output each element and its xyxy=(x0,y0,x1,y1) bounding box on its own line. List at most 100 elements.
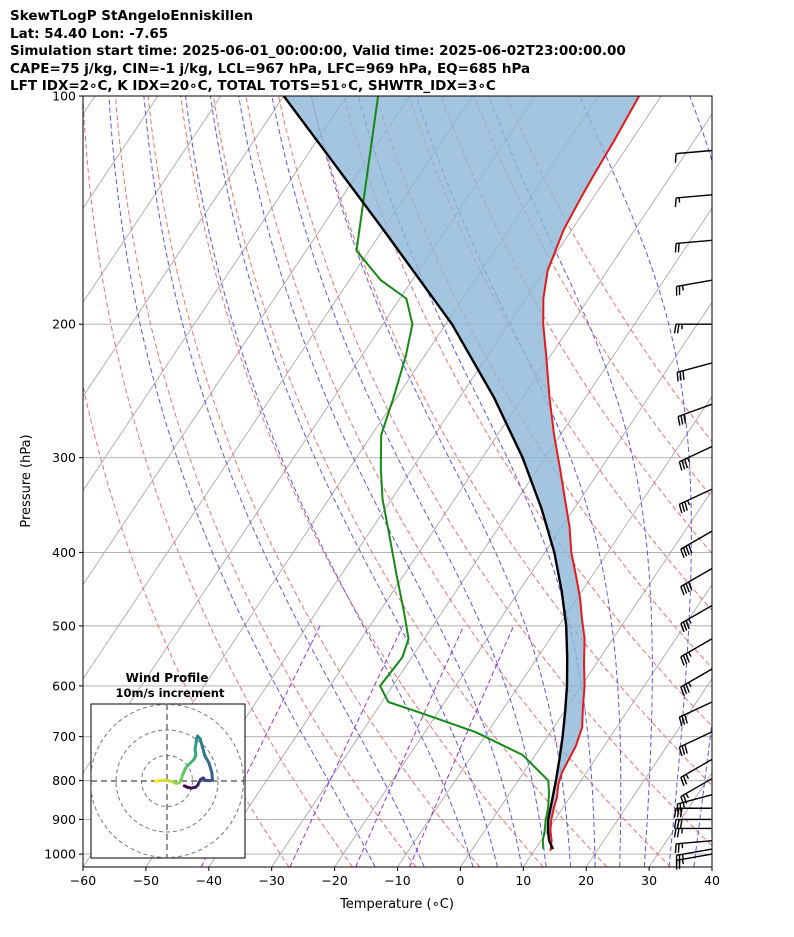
hodograph-segment xyxy=(182,784,190,789)
y-tick-label: 500 xyxy=(52,618,76,633)
title-block: SkewTLogP StAngeloEnniskillen Lat: 54.40… xyxy=(10,8,626,96)
dry-adiabat-line xyxy=(180,96,544,867)
wind-barb xyxy=(680,758,713,787)
dry-adiabat-line xyxy=(310,96,712,787)
wind-barb xyxy=(674,149,713,163)
title-line-5: LFT IDX=2∘C, K IDX=20∘C, TOTAL TOTS=51∘C… xyxy=(10,78,496,94)
wind-barb xyxy=(680,567,713,596)
temperature-line xyxy=(542,96,640,851)
y-tick-label: 800 xyxy=(52,773,76,788)
wind-barb xyxy=(680,638,713,666)
y-tick-label: 200 xyxy=(52,317,76,332)
x-tick-label: 40 xyxy=(704,873,720,888)
hodograph-segment xyxy=(207,761,214,775)
y-axis-label: Pressure (hPa) xyxy=(19,434,34,527)
isotherm-line xyxy=(83,96,285,398)
moist-adiabat-line xyxy=(143,96,425,867)
wind-barb xyxy=(678,731,713,757)
wind-barb xyxy=(676,362,713,382)
isotherm-line xyxy=(711,866,712,867)
dry-adiabat-line xyxy=(343,96,712,727)
x-tick-label: −10 xyxy=(384,873,410,888)
hodograph-subtitle: 10m/s increment xyxy=(116,686,225,700)
wind-barb xyxy=(673,827,712,838)
moist-adiabat-line xyxy=(108,96,376,867)
x-tick-label: −20 xyxy=(321,873,347,888)
dry-adiabat-line xyxy=(115,96,417,867)
wind-barb xyxy=(677,403,713,426)
dry-adiabat-line xyxy=(212,96,608,867)
isotherm-line xyxy=(522,583,712,867)
axes: −60 −50 −40 −30 −20 −10 0 10 20 30 40 1000 900 800 700… xyxy=(44,89,720,889)
x-tick-label: 20 xyxy=(578,873,594,888)
wind-barb xyxy=(676,794,713,814)
wind-barb xyxy=(673,818,712,829)
y-tick-label: 600 xyxy=(52,678,76,693)
x-tick-label: −30 xyxy=(259,873,285,888)
wind-barb xyxy=(675,848,713,865)
isotherm-line xyxy=(334,301,712,867)
mixing-ratio-lines xyxy=(200,625,515,867)
isotherm-line xyxy=(83,96,410,586)
x-tick-label: −40 xyxy=(196,873,222,888)
moist-adiabat-line xyxy=(310,96,572,867)
wind-barb xyxy=(680,668,713,696)
y-tick-label: 900 xyxy=(52,812,76,827)
wind-barb xyxy=(678,701,713,727)
isotherm-line xyxy=(648,772,712,867)
mixing-ratio-line xyxy=(289,625,404,867)
y-tick-label: 400 xyxy=(52,545,76,560)
hodograph-segment xyxy=(198,737,205,750)
isotherm-line xyxy=(83,96,222,304)
mixing-ratio-line xyxy=(409,625,515,867)
dry-adiabat-line xyxy=(278,96,712,847)
wind-barbs xyxy=(673,149,713,870)
moist-adiabat-line xyxy=(719,96,794,867)
isotherm-line xyxy=(460,489,712,867)
wind-barb xyxy=(678,445,713,471)
dewpoint-line xyxy=(355,96,550,850)
mixing-ratio-line xyxy=(355,625,465,867)
title-line-4: CAPE=75 j/kg, CIN=-1 j/kg, LCL=967 hPa, … xyxy=(10,60,531,77)
x-tick-label: 0 xyxy=(456,873,464,888)
x-tick-label: 30 xyxy=(641,873,657,888)
moist-adiabat-line xyxy=(185,96,474,867)
wind-barb xyxy=(680,777,713,806)
wind-barb xyxy=(680,604,713,633)
isotherm-line xyxy=(397,395,712,867)
x-tick-label: 10 xyxy=(515,873,531,888)
moist-adiabat-line xyxy=(488,96,653,867)
moist-adiabats xyxy=(108,96,794,867)
y-tick-label: 100 xyxy=(52,89,76,104)
wind-barb xyxy=(675,279,713,296)
isotherm-line xyxy=(271,207,712,867)
y-tick-label: 700 xyxy=(52,729,76,744)
title-line-1: SkewTLogP StAngeloEnniskillen xyxy=(10,8,253,24)
parcel-line xyxy=(282,96,569,850)
wind-barb xyxy=(674,239,713,253)
moist-adiabat-line xyxy=(271,96,547,867)
isotherm-line xyxy=(208,113,712,867)
moist-adiabat-line xyxy=(689,96,712,867)
wind-barb xyxy=(673,323,712,334)
title-line-2: Lat: 54.40 Lon: -7.65 xyxy=(10,25,169,42)
moist-adiabat-line xyxy=(209,96,498,867)
wind-barb xyxy=(678,488,713,514)
moist-adiabat-line xyxy=(238,96,523,867)
dry-adiabats xyxy=(83,96,712,867)
dry-adiabat-line xyxy=(245,96,671,867)
dry-adiabat-line xyxy=(408,96,712,612)
dry-adiabat-line xyxy=(83,383,290,867)
y-tick-label: 1000 xyxy=(44,847,76,862)
cape-area xyxy=(283,96,640,841)
isotherm-line xyxy=(83,96,348,492)
wind-barb xyxy=(680,530,713,558)
hodograph-title: Wind Profile xyxy=(126,671,209,685)
x-tick-label: −60 xyxy=(70,873,96,888)
wind-barb xyxy=(674,839,713,853)
moist-adiabat-line xyxy=(579,96,692,867)
dry-adiabat-line xyxy=(441,96,712,555)
isotherm-line xyxy=(83,96,96,115)
